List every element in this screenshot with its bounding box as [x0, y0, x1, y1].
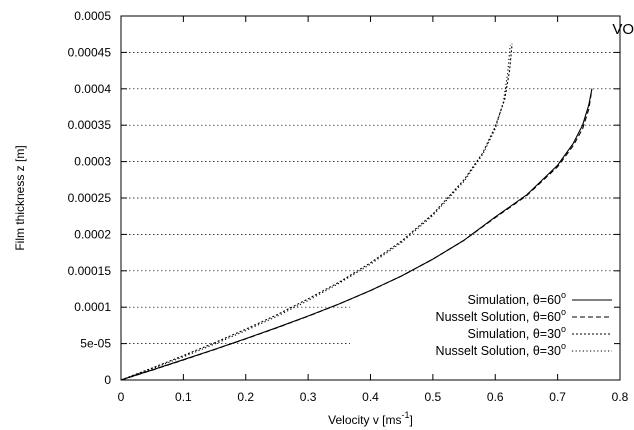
legend-label-1: Simulation, θ=60o: [468, 290, 566, 307]
corner-text: VO: [612, 21, 634, 38]
legend-label-superscript: o: [561, 307, 566, 317]
y-tick-label: 0.0002: [74, 227, 111, 241]
x-tick-label: 0: [118, 390, 125, 404]
legend-label-superscript: o: [561, 341, 566, 351]
legend-label-3: Simulation, θ=30o: [468, 324, 566, 341]
x-tick-label: 0.2: [237, 390, 254, 404]
x-axis-label-main: Velocity v [ms: [328, 413, 401, 427]
series-line-2: [120, 88, 593, 381]
x-tick-label: 0.5: [425, 390, 442, 404]
y-tick-label: 0.0003: [74, 155, 111, 169]
legend-label-superscript: o: [561, 324, 566, 334]
data-series: [120, 43, 593, 381]
y-axis-label: Film thickness z [m]: [13, 145, 27, 250]
y-tick-label: 0.00015: [68, 264, 112, 278]
x-axis-label-superscript: -1: [402, 410, 410, 420]
legend-label-text: Nusselt Solution, θ=60: [436, 310, 561, 324]
x-tick-label: 0.3: [300, 390, 317, 404]
y-tick-label: 5e-05: [80, 337, 111, 351]
y-tick-label: 0.0004: [74, 82, 111, 96]
legend-label-text: Simulation, θ=30: [468, 327, 562, 341]
x-axis-label: Velocity v [ms-1]: [328, 410, 413, 427]
y-tick-label: 0: [104, 373, 111, 387]
x-tick-label: 0.1: [175, 390, 192, 404]
grid-lines: [121, 52, 620, 344]
legend-label-text: Nusselt Solution, θ=30: [436, 344, 561, 358]
legend-label-2: Nusselt Solution, θ=60o: [436, 307, 566, 324]
x-tick-label: 0.7: [549, 390, 566, 404]
legend-label-superscript: o: [561, 290, 566, 300]
y-tick-label: 0.00025: [68, 191, 112, 205]
series-line-4: [120, 45, 511, 381]
x-tick-label: 0.8: [612, 390, 629, 404]
x-tick-label: 0.6: [487, 390, 504, 404]
y-tick-label: 0.0001: [74, 300, 111, 314]
series-line-3: [120, 43, 513, 381]
legend-label-text: Simulation, θ=60: [468, 293, 562, 307]
x-tick-label: 0.4: [362, 390, 379, 404]
legend-label-4: Nusselt Solution, θ=30o: [436, 341, 566, 358]
y-tick-label: 0.00045: [68, 45, 112, 59]
y-tick-label: 0.0005: [74, 9, 111, 23]
axis-ticks: 0 5e-05 0.0001 0.00015 0.0002 0.00025 0.0003 0.…: [68, 9, 629, 404]
x-axis-label-end: ]: [410, 413, 413, 427]
y-tick-label: 0.00035: [68, 118, 112, 132]
